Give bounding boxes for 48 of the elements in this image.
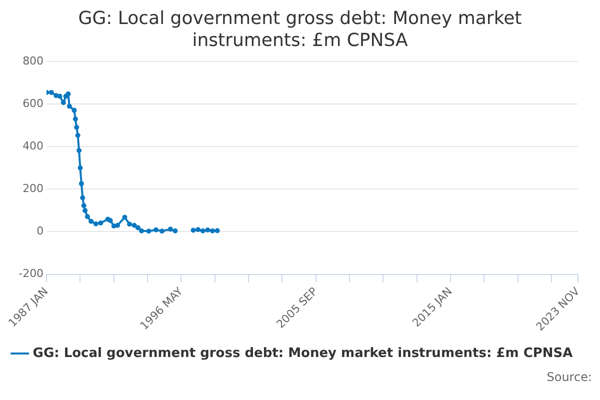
- point: [82, 208, 88, 213]
- point: [196, 227, 201, 232]
- y-tick-label: 200: [22, 182, 44, 196]
- point: [60, 100, 66, 106]
- point: [72, 108, 77, 113]
- point: [78, 181, 84, 186]
- point: [122, 214, 128, 220]
- point: [57, 94, 62, 99]
- point: [172, 228, 178, 234]
- point: [66, 91, 71, 96]
- point: [78, 165, 83, 170]
- point: [88, 218, 94, 224]
- y-tick-label: 0: [36, 224, 44, 238]
- point: [127, 222, 132, 227]
- point: [205, 228, 210, 233]
- point: [214, 228, 220, 234]
- legend-label: GG: Local government gross debt: Money market instruments: £m CPNSA: [32, 346, 573, 361]
- point: [72, 116, 78, 122]
- point: [139, 228, 144, 234]
- point: [108, 218, 113, 223]
- point: [66, 104, 72, 109]
- point: [159, 228, 164, 234]
- point: [153, 227, 158, 232]
- point: [135, 225, 140, 230]
- point: [75, 132, 80, 138]
- y-tick-label: -200: [18, 267, 44, 280]
- y-tick-label: 800: [22, 54, 44, 68]
- point: [168, 226, 173, 232]
- point: [48, 90, 54, 95]
- point: [93, 221, 98, 226]
- point: [210, 228, 215, 234]
- point: [190, 228, 196, 233]
- point: [200, 228, 206, 234]
- point: [111, 223, 116, 228]
- point: [98, 220, 104, 226]
- point: [84, 214, 90, 220]
- y-tick-label: 400: [22, 140, 44, 153]
- y-tick-label: 600: [22, 96, 44, 110]
- point: [81, 203, 86, 208]
- point: [74, 124, 80, 130]
- chart-title: GG: Local government gross debt: Money market instruments: £m CPNSA: [77, 8, 523, 52]
- point: [54, 93, 59, 98]
- point: [115, 222, 120, 228]
- source-note: Source:: [546, 370, 592, 384]
- point: [146, 228, 152, 234]
- point: [80, 195, 86, 200]
- point: [76, 148, 82, 153]
- point: [132, 222, 137, 228]
